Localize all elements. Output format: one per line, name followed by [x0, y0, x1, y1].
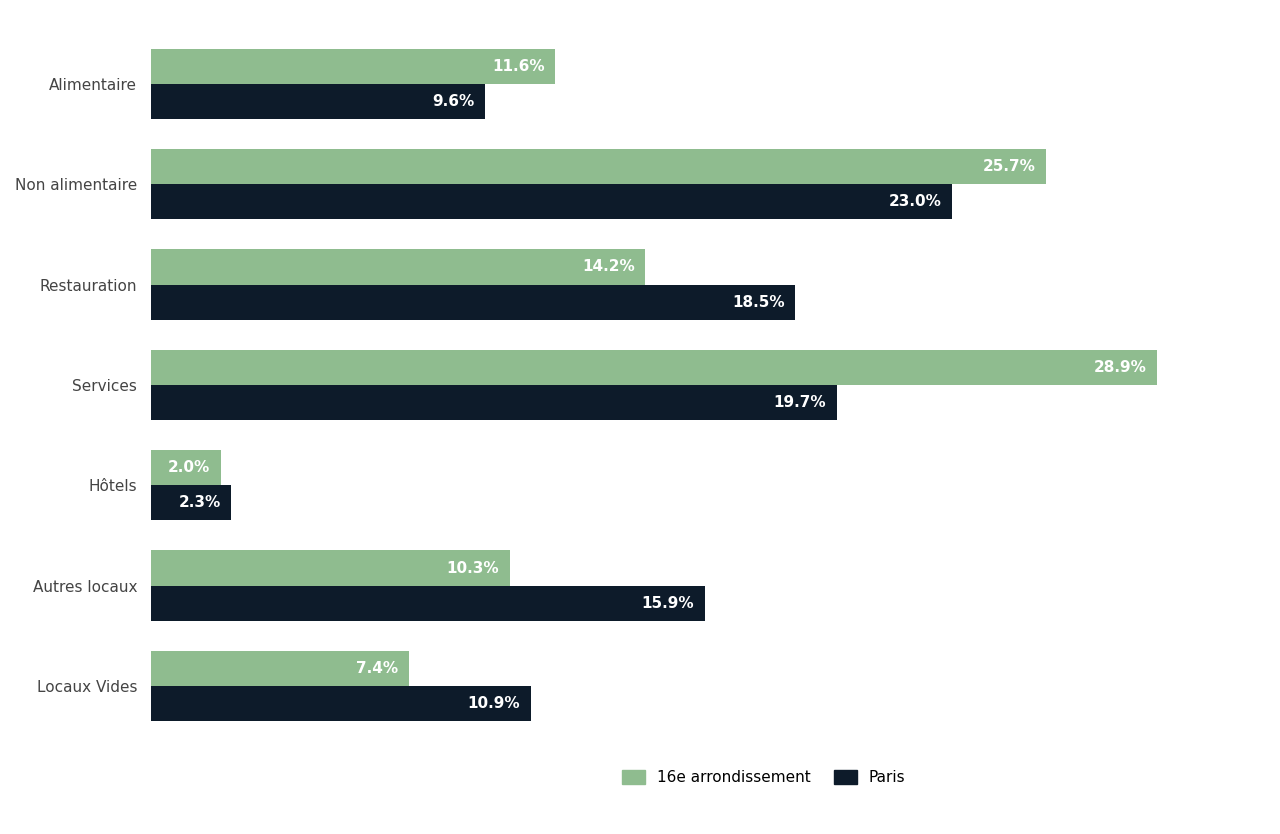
Bar [151, 485, 232, 520]
Bar [151, 550, 509, 585]
Text: 28.9%: 28.9% [1094, 359, 1147, 374]
Bar [151, 384, 837, 420]
Text: 14.2%: 14.2% [582, 259, 635, 274]
Bar [151, 149, 1046, 184]
Text: 9.6%: 9.6% [433, 93, 475, 108]
Text: 19.7%: 19.7% [774, 395, 827, 410]
Text: 10.3%: 10.3% [447, 560, 499, 575]
Legend: 16e arrondissement, Paris: 16e arrondissement, Paris [616, 764, 911, 791]
Text: 2.0%: 2.0% [168, 460, 210, 475]
Text: 11.6%: 11.6% [492, 58, 544, 73]
Bar [151, 349, 1157, 384]
Text: 25.7%: 25.7% [982, 159, 1036, 174]
Bar [151, 83, 485, 119]
Bar [151, 249, 645, 284]
Text: 2.3%: 2.3% [178, 495, 220, 510]
Bar [151, 651, 408, 686]
Bar [151, 585, 704, 620]
Bar [151, 686, 530, 721]
Bar [151, 184, 952, 219]
Text: 18.5%: 18.5% [732, 294, 785, 309]
Text: 10.9%: 10.9% [467, 696, 520, 711]
Bar [151, 284, 795, 319]
Bar [151, 48, 556, 83]
Text: 23.0%: 23.0% [888, 194, 941, 209]
Text: 7.4%: 7.4% [356, 661, 398, 676]
Bar [151, 450, 220, 485]
Text: 15.9%: 15.9% [641, 595, 694, 610]
